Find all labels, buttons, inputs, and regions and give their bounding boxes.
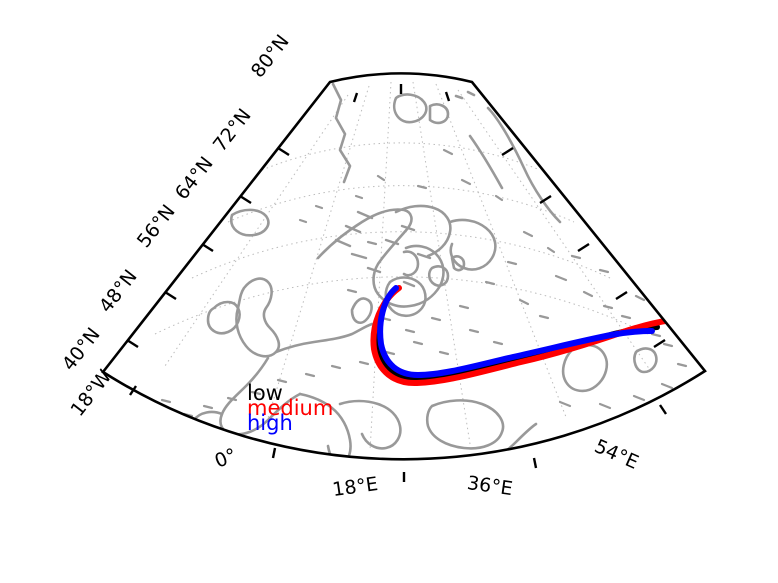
- legend-item-high: high: [247, 411, 293, 435]
- graticule-meridians: [164, 81, 651, 452]
- map-border: [101, 72, 707, 461]
- border-ticks: [126, 84, 667, 482]
- trajectory-high: [377, 285, 655, 379]
- legend-item-medium: medium: [247, 396, 333, 420]
- legend-item-low: low: [247, 381, 283, 405]
- legend: low medium high: [247, 381, 333, 435]
